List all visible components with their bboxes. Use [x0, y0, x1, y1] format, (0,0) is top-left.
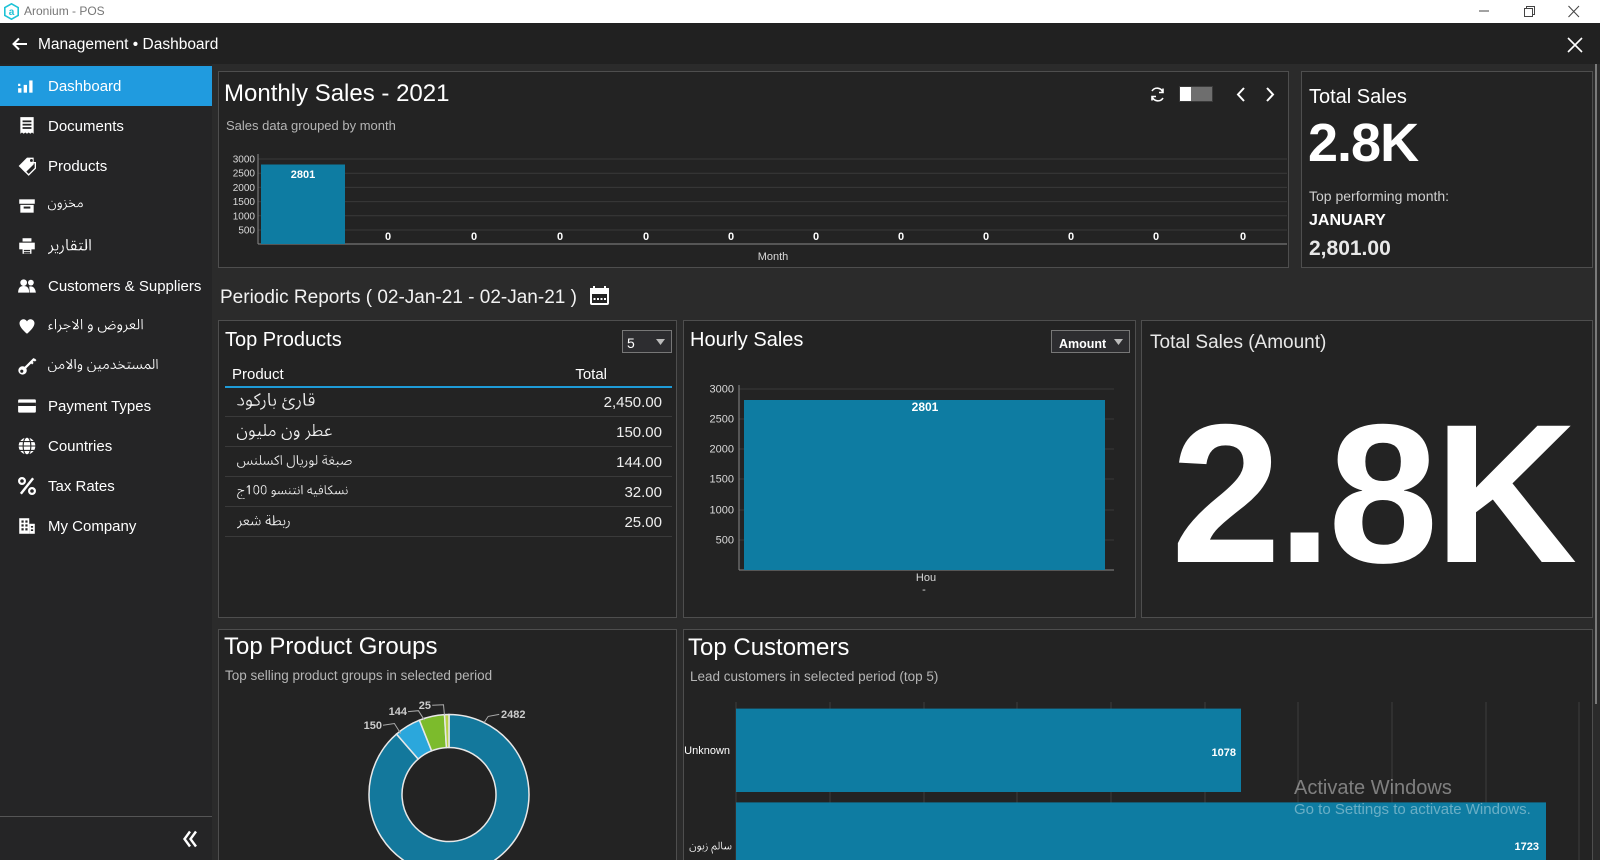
- svg-text:0: 0: [1153, 231, 1159, 243]
- svg-text:144: 144: [389, 706, 408, 718]
- svg-text:500: 500: [716, 535, 734, 547]
- svg-text:Hou: Hou: [916, 572, 936, 584]
- svg-text:0: 0: [471, 231, 477, 243]
- svg-text:a: a: [9, 7, 15, 18]
- svg-text:3000: 3000: [233, 155, 256, 166]
- svg-text:0: 0: [813, 231, 819, 243]
- svg-text:0: 0: [1068, 231, 1074, 243]
- svg-text:Unknown: Unknown: [684, 745, 730, 757]
- svg-text:0: 0: [728, 231, 734, 243]
- svg-text:2000: 2000: [233, 183, 256, 194]
- svg-text:150: 150: [364, 720, 382, 732]
- svg-text:2482: 2482: [501, 709, 525, 721]
- svg-text:0: 0: [385, 231, 391, 243]
- svg-text:1078: 1078: [1212, 747, 1236, 759]
- svg-text:2000: 2000: [710, 444, 734, 456]
- svg-text:2801: 2801: [912, 400, 939, 414]
- svg-text:1500: 1500: [233, 197, 256, 208]
- svg-text:-: -: [922, 584, 926, 596]
- svg-text:0: 0: [898, 231, 904, 243]
- svg-text:0: 0: [1240, 231, 1246, 243]
- svg-text:2801: 2801: [291, 169, 315, 181]
- svg-text:3000: 3000: [710, 384, 734, 396]
- svg-text:1723: 1723: [1515, 841, 1539, 853]
- svg-text:0: 0: [557, 231, 563, 243]
- svg-text:500: 500: [238, 226, 255, 237]
- svg-text:0: 0: [983, 231, 989, 243]
- svg-text:1000: 1000: [710, 505, 734, 517]
- svg-text:1000: 1000: [233, 211, 256, 222]
- svg-text:25: 25: [419, 700, 431, 712]
- svg-text:Month: Month: [758, 251, 789, 263]
- svg-text:1500: 1500: [710, 474, 734, 486]
- svg-text:2500: 2500: [233, 169, 256, 180]
- svg-text:2500: 2500: [710, 414, 734, 426]
- svg-text:0: 0: [643, 231, 649, 243]
